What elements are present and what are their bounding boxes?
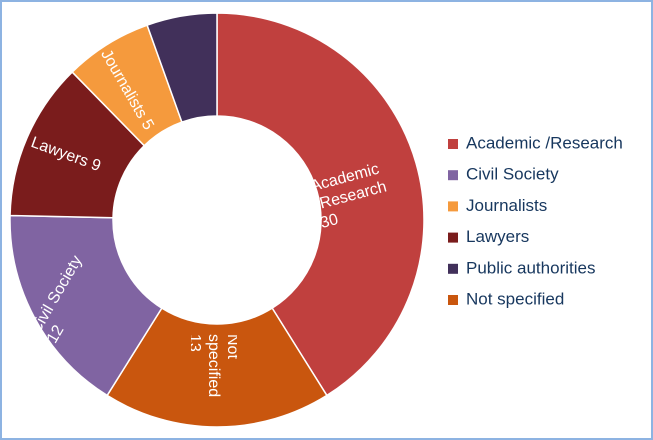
- donut-slice: [146, 12, 218, 124]
- legend-swatch: [448, 295, 458, 305]
- legend-swatch: [448, 263, 458, 274]
- label-value: 30: [318, 210, 341, 232]
- data-label-box: Not specified 13: [191, 334, 237, 426]
- label-value: 13: [191, 334, 204, 352]
- legend-swatch: [448, 139, 458, 149]
- donut-slice: [9, 214, 163, 397]
- legend-swatch: [448, 170, 458, 181]
- legend-label: Academic /Research: [466, 133, 623, 152]
- legend-swatch: [448, 232, 458, 243]
- legend-swatch: [448, 201, 458, 212]
- label-category: Academic /Research: [308, 160, 389, 214]
- label-value: 9: [88, 155, 104, 175]
- legend-label: Not specified: [466, 289, 564, 308]
- donut-slice: [216, 12, 425, 397]
- label-category: Not specified: [205, 334, 238, 398]
- legend-label: Lawyers: [466, 227, 529, 246]
- legend-label: Civil Society: [466, 165, 559, 184]
- donut-slice: [106, 307, 328, 428]
- legend-label: Journalists: [466, 196, 547, 215]
- label-value: 5: [138, 116, 158, 133]
- legend-label: Public authorities: [466, 258, 595, 277]
